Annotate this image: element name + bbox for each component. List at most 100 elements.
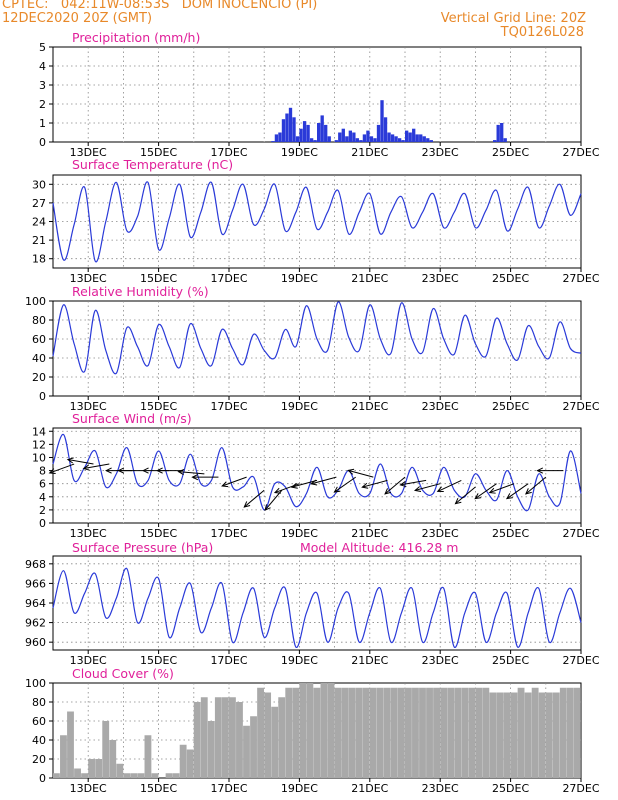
cloud-bar — [524, 692, 532, 778]
wind-vector — [525, 476, 547, 495]
precip-bar — [397, 138, 402, 142]
precip-bar — [285, 113, 289, 142]
cloud-bar — [362, 687, 370, 778]
x-tick-label: 25DEC — [492, 146, 529, 159]
cloud-bar — [109, 740, 117, 778]
cloud-bar — [116, 763, 124, 778]
wind-vector-head — [117, 467, 125, 474]
x-tick-label: 21DEC — [351, 527, 388, 540]
cloud-bar — [278, 697, 286, 778]
wind-vector-head — [436, 486, 444, 492]
y-tick-label: 60 — [32, 715, 46, 728]
precip-bar — [359, 140, 363, 142]
y-tick-label: 80 — [32, 696, 46, 709]
x-tick-label: 21DEC — [351, 654, 388, 667]
wind-vector-head — [454, 498, 462, 505]
cloud-bar — [123, 773, 131, 778]
cloud-bar — [243, 725, 250, 778]
cloud-bar — [95, 759, 103, 778]
y-tick-label: 60 — [32, 333, 46, 346]
panel-1 — [49, 46, 582, 146]
cloud-bar — [236, 702, 243, 778]
x-tick-label: 17DEC — [210, 654, 247, 667]
wind-speed-line — [52, 433, 582, 512]
precip-bar — [380, 100, 384, 142]
cloud-bar — [454, 687, 462, 778]
wind-vector-head — [505, 493, 513, 500]
cloud-bar — [376, 687, 384, 778]
x-tick-label: 17DEC — [210, 146, 247, 159]
wind-vector-head — [525, 488, 532, 495]
precip-bar — [493, 140, 497, 142]
x-tick-label: 25DEC — [492, 400, 529, 413]
cloud-bar — [214, 697, 222, 778]
x-tick-label: 23DEC — [422, 146, 459, 159]
precip-bar — [426, 138, 430, 142]
wind-vector-head — [191, 474, 199, 481]
cloud-bar — [67, 711, 74, 778]
x-tick-label: 15DEC — [140, 782, 177, 795]
x-tick-label: 27DEC — [562, 782, 599, 795]
cloud-bar — [60, 735, 67, 778]
wind-vector — [362, 479, 388, 488]
cloud-bar — [207, 721, 215, 778]
cloud-bar — [306, 683, 314, 778]
cloud-bar — [531, 687, 539, 778]
x-tick-label: 27DEC — [562, 400, 599, 413]
cloud-bar — [200, 697, 208, 778]
panel-3 — [49, 300, 582, 400]
cloud-bar — [172, 773, 180, 778]
y-tick-label: 0 — [39, 772, 46, 785]
cloud-bar — [151, 773, 159, 778]
x-tick-label: 19DEC — [281, 654, 318, 667]
cloud-bar — [81, 773, 88, 778]
y-tick-label: 30 — [32, 178, 46, 191]
cloud-bar — [559, 687, 567, 778]
cloud-bar — [489, 692, 497, 778]
cloud-bar — [193, 702, 201, 778]
y-tick-label: 80 — [32, 314, 46, 327]
wind-vector-head — [177, 468, 185, 476]
x-tick-label: 23DEC — [422, 654, 459, 667]
precip-bar — [348, 130, 352, 142]
cloud-bar — [461, 687, 469, 778]
x-tick-label: 21DEC — [351, 272, 388, 285]
y-tick-label: 12 — [32, 438, 46, 451]
cloud-bar — [165, 773, 173, 778]
precip-bar — [394, 136, 398, 142]
cloud-bar — [334, 687, 342, 778]
panel-6 — [49, 682, 582, 782]
cloud-bar — [229, 697, 236, 778]
cloud-bar — [320, 683, 328, 778]
precip-bar — [429, 140, 433, 142]
x-tick-label: 19DEC — [281, 527, 318, 540]
x-tick-label: 17DEC — [210, 272, 247, 285]
panel-title: Cloud Cover (%) — [72, 666, 174, 681]
precip-bar — [306, 124, 310, 142]
cloud-bar — [264, 692, 272, 778]
panel-title: Relative Humidity (%) — [72, 284, 209, 299]
wind-vector — [474, 483, 497, 500]
precip-bar — [503, 138, 507, 142]
panel-title: Precipitation (mm/h) — [72, 30, 200, 45]
panel-5 — [49, 555, 582, 654]
x-tick-label: 13DEC — [70, 400, 107, 413]
y-tick-label: 964 — [25, 597, 46, 610]
y-tick-label: 18 — [32, 253, 46, 266]
cloud-bar — [390, 687, 398, 778]
precip-bar — [327, 136, 331, 142]
wind-vector-head — [142, 467, 149, 474]
cloud-bar — [482, 687, 490, 778]
cloud-bar — [419, 687, 426, 778]
cloud-bar — [341, 687, 349, 778]
wind-vector-head — [399, 481, 407, 488]
wind-vector-head — [264, 504, 271, 512]
precip-bar — [387, 132, 391, 142]
x-tick-label: 25DEC — [492, 654, 529, 667]
cloud-bar — [271, 706, 279, 778]
precip-bar — [345, 136, 349, 142]
y-tick-label: 20 — [32, 371, 46, 384]
panel-title: Surface Temperature (nC) — [72, 157, 233, 172]
x-tick-label: 27DEC — [562, 146, 599, 159]
cloud-bar — [405, 687, 412, 778]
